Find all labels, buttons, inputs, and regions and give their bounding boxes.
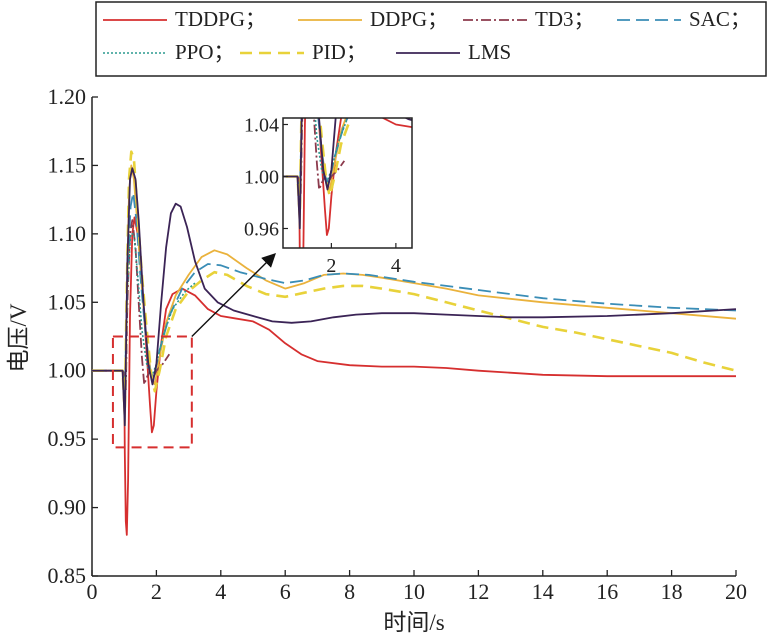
series-line-pid bbox=[92, 150, 736, 414]
x-tick-label: 8 bbox=[344, 579, 355, 604]
zoom-arrow bbox=[191, 253, 276, 337]
legend-frame bbox=[95, 1, 767, 77]
series-line-tddpg bbox=[92, 216, 736, 536]
x-ticks: 0 2 4 6 8 10 12 14 16 18 20 bbox=[87, 570, 747, 604]
series-line-sac bbox=[92, 191, 736, 399]
legend-label-sac: SAC； bbox=[689, 7, 751, 31]
x-axis-label: 时间/s bbox=[383, 610, 444, 635]
legend-label-ppo: PPO； bbox=[175, 40, 235, 64]
zoom-annotation bbox=[111, 253, 276, 449]
inset-chart: 2 4 0.96 1.00 1.04 bbox=[244, 115, 413, 278]
inset-y-tick-label: 1.00 bbox=[244, 167, 279, 189]
x-tick-label: 2 bbox=[151, 579, 162, 604]
legend-label-tddpg: TDDPG； bbox=[175, 7, 266, 31]
axes bbox=[91, 97, 736, 577]
legend-label-pid: PID； bbox=[312, 40, 367, 64]
series-line-ddpg bbox=[92, 164, 736, 427]
x-tick-label: 20 bbox=[725, 579, 747, 604]
y-tick-label: 0.95 bbox=[48, 426, 87, 451]
inset-y-tick-label: 0.96 bbox=[244, 219, 279, 241]
y-tick-label: 1.20 bbox=[48, 84, 87, 109]
x-tick-label: 0 bbox=[87, 579, 98, 604]
x-tick-label: 14 bbox=[532, 579, 554, 604]
inset-series-line-tddpg bbox=[283, 118, 412, 248]
y-tick-label: 0.90 bbox=[48, 495, 87, 520]
inset-y-tick-label: 1.04 bbox=[244, 115, 279, 137]
inset-series-layer bbox=[283, 118, 412, 248]
inset-series-line-ppo bbox=[283, 118, 349, 191]
x-tick-label: 16 bbox=[596, 579, 618, 604]
x-tick-label: 10 bbox=[403, 579, 425, 604]
x-tick-label: 6 bbox=[280, 579, 291, 604]
x-tick-label: 4 bbox=[215, 579, 226, 604]
series-line-lms bbox=[92, 167, 736, 427]
x-tick-label: 12 bbox=[467, 579, 489, 604]
y-tick-label: 1.05 bbox=[48, 289, 87, 314]
series-line-td3 bbox=[92, 219, 171, 393]
y-tick-label: 0.85 bbox=[48, 563, 87, 588]
legend-label-td3: TD3； bbox=[535, 7, 595, 31]
y-tick-label: 1.00 bbox=[48, 358, 87, 383]
legend-label-lms: LMS bbox=[468, 40, 511, 64]
legend-label-ddpg: DDPG； bbox=[370, 7, 448, 31]
inset-x-tick-label: 4 bbox=[391, 255, 401, 277]
y-tick-label: 1.15 bbox=[48, 152, 87, 177]
zoom-region-box bbox=[111, 335, 193, 449]
x-tick-label: 18 bbox=[661, 579, 683, 604]
series-layer bbox=[92, 150, 736, 536]
y-tick-label: 1.10 bbox=[48, 221, 87, 246]
y-axis-label: 电压/V bbox=[6, 303, 31, 372]
inset-frame bbox=[282, 117, 413, 249]
inset-x-tick-label: 2 bbox=[326, 255, 336, 277]
y-ticks: 0.85 0.90 0.95 1.00 1.05 1.10 1.15 1.20 bbox=[48, 84, 98, 588]
chart-legend: TDDPG； DDPG； TD3； SAC； PPO； PID； LMS bbox=[95, 1, 767, 77]
inset-ticks: 2 4 0.96 1.00 1.04 bbox=[244, 115, 401, 278]
